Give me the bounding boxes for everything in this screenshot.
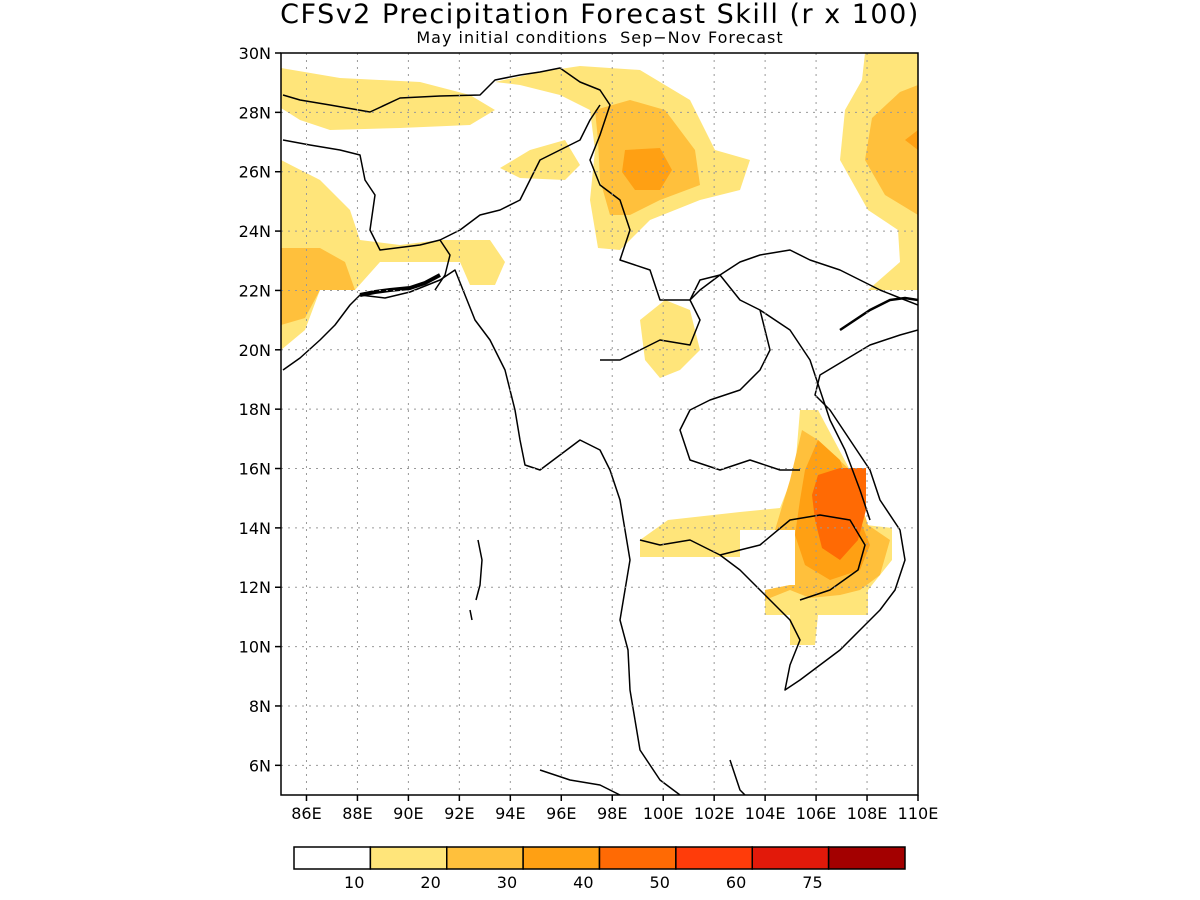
tonle-sap-gap	[740, 530, 795, 585]
lat-tick-label: 26N	[239, 163, 271, 182]
lon-tick-label: 90E	[393, 804, 423, 823]
map-subtitle: May initial conditions Sep−Nov Forecast	[416, 28, 784, 47]
colorbar-swatch	[369, 846, 448, 870]
lon-tick-label: 110E	[898, 804, 939, 823]
lat-tick-label: 6N	[249, 756, 271, 775]
border-laos-vietnam	[759, 309, 871, 521]
skill-region-south-china-inner	[865, 85, 918, 215]
lon-tick-label: 94E	[495, 804, 525, 823]
lat-tick-label: 20N	[239, 341, 271, 360]
colorbar-label: 20	[420, 873, 440, 892]
lon-tick-label: 96E	[546, 804, 576, 823]
lat-tick-label: 14N	[239, 519, 271, 538]
bangladesh-delta	[359, 273, 441, 297]
skill-region-bengal	[281, 160, 505, 350]
colorbar-swatch	[675, 846, 753, 870]
colorbar-swatch	[751, 846, 830, 870]
lat-tick-label: 8N	[249, 697, 271, 716]
colorbar-swatch	[293, 846, 372, 870]
lon-tick-label: 106E	[796, 804, 837, 823]
gulf-of-tonkin-coast	[839, 296, 918, 332]
colorbar-label: 10	[344, 873, 364, 892]
skill-region-south-china-core	[905, 130, 918, 150]
lat-tick-label: 24N	[239, 222, 271, 241]
lat-tick-label: 12N	[239, 578, 271, 597]
lat-tick-label: 30N	[239, 44, 271, 63]
andaman-islands	[469, 539, 483, 621]
lon-tick-label: 100E	[643, 804, 684, 823]
lat-tick-label: 16N	[239, 460, 271, 479]
coastline-malay-peninsula	[539, 719, 746, 795]
skill-region-cambodia-core	[812, 468, 866, 560]
lon-tick-label: 98E	[597, 804, 627, 823]
lon-tick-label: 92E	[444, 804, 474, 823]
lat-tick-label: 18N	[239, 400, 271, 419]
colorbar-swatch	[827, 846, 906, 870]
colorbar-swatch	[446, 846, 524, 870]
border-myanmar-thailand	[600, 274, 800, 471]
colorbar-label: 40	[573, 873, 593, 892]
lon-tick-label: 86E	[291, 804, 321, 823]
lat-tick-label: 28N	[239, 103, 271, 122]
colorbar-label: 30	[497, 873, 517, 892]
border-cambodia	[719, 514, 866, 601]
colorbar-swatch	[598, 846, 677, 870]
colorbar-label: 60	[726, 873, 746, 892]
colorbar-swatch	[522, 846, 601, 870]
lon-tick-label: 108E	[847, 804, 888, 823]
longitude-axis: 86E 88E 90E 92E 94E 96E 98E 100E 102E 104E 106E 108…	[291, 795, 938, 823]
lon-tick-label: 88E	[342, 804, 372, 823]
colorbar-label: 75	[802, 873, 822, 892]
skill-region-yunnan-core	[622, 148, 672, 190]
coastlines-and-borders	[282, 67, 918, 795]
lat-tick-label: 10N	[239, 638, 271, 657]
latitude-axis: 6N 8N 10N 12N 14N 16N 18N 20N 22N 24N 26N 28N 30N	[239, 44, 281, 775]
lon-tick-label: 102E	[694, 804, 735, 823]
country-border-lines	[282, 67, 918, 306]
skill-region-assam	[281, 68, 495, 130]
map-frame	[280, 52, 919, 796]
skill-region-laos	[640, 300, 700, 378]
lat-tick-label: 22N	[239, 281, 271, 300]
lon-tick-label: 104E	[745, 804, 786, 823]
coastline-gulf-of-thailand	[639, 329, 918, 691]
map-title: CFSv2 Precipitation Forecast Skill (r x …	[280, 0, 920, 30]
skill-region-bengal-core	[281, 248, 355, 325]
border-india-bangladesh	[282, 139, 451, 291]
colorbar: 10 20 30 40 50 60 75	[293, 846, 906, 892]
coastline-bay-of-bengal	[282, 269, 636, 721]
border-india-myanmar	[439, 104, 601, 241]
colorbar-label: 50	[650, 873, 670, 892]
skill-shading	[281, 53, 918, 645]
